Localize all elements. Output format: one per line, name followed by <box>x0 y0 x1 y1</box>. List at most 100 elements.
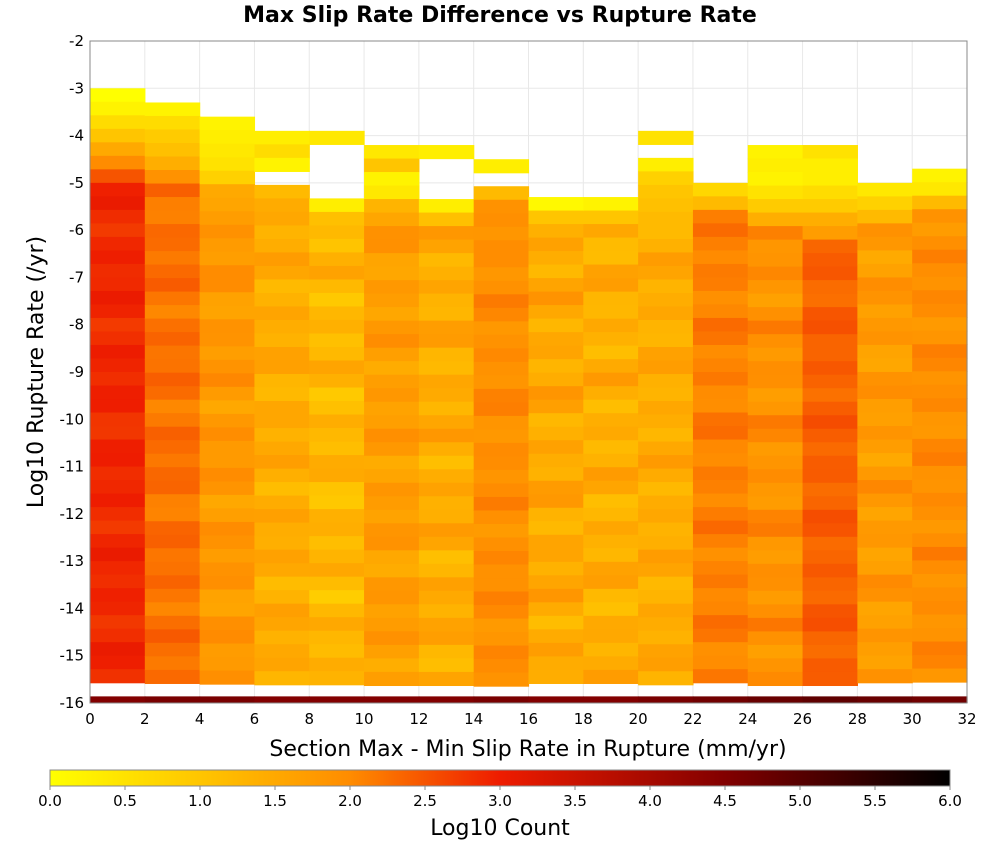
heatmap-cell <box>857 642 913 657</box>
heatmap-cell <box>473 294 530 309</box>
heatmap-cell <box>912 209 968 224</box>
heatmap-cell <box>364 550 420 565</box>
heatmap-cell <box>747 145 804 160</box>
heatmap-cell <box>802 158 858 173</box>
heatmap-cell <box>583 359 639 374</box>
heatmap-cell <box>747 361 804 376</box>
heatmap-cell <box>254 184 310 199</box>
heatmap-cell <box>747 158 804 173</box>
heatmap-cell <box>199 521 256 537</box>
heatmap-cell <box>364 482 420 497</box>
x-tick-label: 0 <box>85 710 95 728</box>
heatmap-cell <box>309 671 365 686</box>
y-tick-label: -12 <box>60 505 85 523</box>
heatmap-cell <box>857 223 913 238</box>
heatmap-cell <box>802 671 858 687</box>
heatmap-cell <box>364 671 420 687</box>
heatmap-cell <box>857 263 913 279</box>
heatmap-cell <box>473 469 530 485</box>
heatmap-cell <box>692 304 749 319</box>
heatmap-cell <box>473 456 530 471</box>
heatmap-cell <box>309 360 365 375</box>
heatmap-cell <box>418 280 475 295</box>
heatmap-cell <box>912 236 968 251</box>
heatmap-cell <box>912 452 968 467</box>
heatmap-cell <box>857 344 913 360</box>
heatmap-cell <box>199 319 256 334</box>
heatmap-cell <box>254 495 310 510</box>
colorbar <box>49 769 951 787</box>
heatmap-cell <box>857 507 913 522</box>
heatmap-cell <box>747 280 804 295</box>
colorbar-tick-label: 3.5 <box>563 792 587 810</box>
colorbar-tick-label: 5.5 <box>863 792 887 810</box>
heatmap-cell <box>857 426 913 441</box>
heatmap-cell <box>144 291 201 306</box>
heatmap-cell <box>528 507 584 522</box>
plot-border <box>89 40 968 704</box>
y-tick-label: -4 <box>69 127 84 145</box>
heatmap-cell <box>90 385 146 400</box>
y-tick-label: -6 <box>69 221 84 239</box>
heatmap-cell <box>309 455 365 470</box>
heatmap-cell <box>528 332 584 347</box>
heatmap-cell <box>583 521 639 536</box>
heatmap-cell <box>418 266 475 281</box>
heatmap-cell <box>199 508 256 523</box>
heatmap-cell <box>254 576 310 591</box>
heatmap-cell <box>90 399 146 414</box>
y-tick-label: -10 <box>60 410 85 428</box>
heatmap-cell <box>254 509 310 524</box>
heatmap-cell <box>418 658 475 673</box>
heatmap-cell <box>583 575 639 590</box>
heatmap-cell <box>90 128 146 143</box>
heatmap-cell <box>364 523 420 538</box>
heatmap-cell <box>857 628 913 643</box>
x-tick-label: 24 <box>738 710 757 728</box>
heatmap-cell <box>857 182 913 197</box>
heatmap-cell <box>418 415 475 430</box>
heatmap-cell <box>309 428 365 443</box>
heatmap-cell <box>418 239 475 254</box>
heatmap-cell <box>692 344 749 360</box>
heatmap-cell <box>199 238 256 253</box>
heatmap-cell <box>254 563 310 578</box>
heatmap-cell <box>912 492 968 508</box>
heatmap-cell <box>199 562 256 577</box>
x-axis-ticks: 0 2 4 6 8 10 12 14 16 18 20 22 24 26 28 30 32 <box>85 710 976 728</box>
heatmap-cell-bottom <box>364 696 420 703</box>
heatmap-cell <box>144 399 201 414</box>
heatmap-cell <box>199 400 256 415</box>
heatmap-cell <box>747 482 804 497</box>
heatmap-cell <box>144 588 201 603</box>
heatmap-cell <box>857 277 913 292</box>
heatmap-cell <box>254 306 310 321</box>
heatmap-cell <box>528 318 584 333</box>
y-tick-label: -8 <box>69 316 84 334</box>
heatmap-cell <box>528 251 584 266</box>
heatmap-cell <box>90 426 146 441</box>
heatmap-cell <box>747 496 804 511</box>
heatmap-cell <box>583 494 639 509</box>
heatmap-cell <box>912 249 968 264</box>
heatmap-cell <box>802 280 858 295</box>
heatmap-cell <box>912 384 968 399</box>
heatmap-cell <box>418 361 475 376</box>
heatmap-cell <box>90 101 146 116</box>
heatmap-cell <box>418 320 475 335</box>
heatmap-cell <box>857 371 913 387</box>
heatmap-cell <box>747 415 804 430</box>
heatmap-cell <box>473 591 530 606</box>
heatmap-cell <box>802 401 858 416</box>
heatmap-cell <box>747 455 804 470</box>
heatmap-cell <box>199 278 256 293</box>
heatmap-cell <box>418 347 475 362</box>
heatmap-cell <box>802 658 858 673</box>
heatmap-cell <box>692 196 749 211</box>
heatmap-cell <box>528 413 584 428</box>
heatmap-cell <box>692 601 749 616</box>
y-tick-label: -16 <box>60 694 85 712</box>
heatmap-cell <box>364 172 420 187</box>
heatmap-cell <box>199 454 256 469</box>
heatmap-cell <box>528 372 584 387</box>
